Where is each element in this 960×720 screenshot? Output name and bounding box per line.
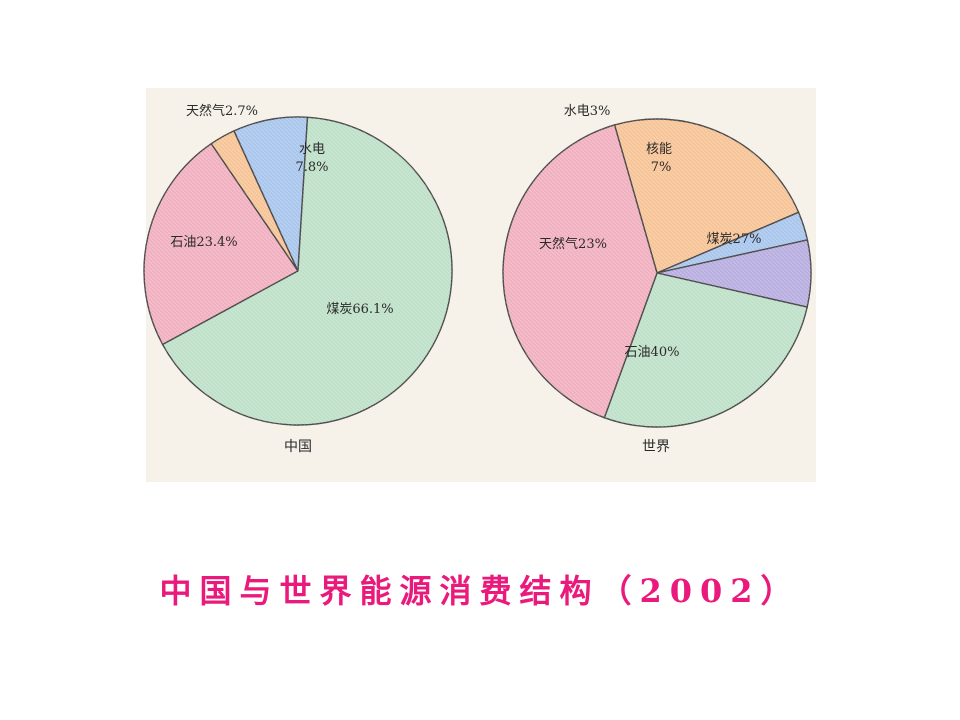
world-caption: 世界: [642, 439, 670, 455]
world-slice-natural-gas-texture: [614, 119, 799, 273]
world-label-gas: 天然气23%: [539, 236, 607, 252]
slide-title: 中国与世界能源消费结构（2002）: [159, 572, 801, 610]
china-slice-hydro-texture: [234, 116, 308, 271]
world-label-nuclear-value: 7%: [651, 160, 672, 175]
world-label-coal: 煤炭27%: [707, 232, 762, 247]
china-label-hydro-value: 7.8%: [295, 160, 328, 175]
china-slice-natural-gas-texture: [211, 130, 298, 271]
world-slice-oil-texture: [503, 124, 657, 418]
world-label-oil: 石油40%: [625, 345, 680, 360]
china-slice-oil-texture: [144, 143, 298, 345]
china-label-coal: 煤炭66.1%: [326, 302, 393, 317]
world-label-nuclear-name: 核能: [646, 142, 672, 157]
china-label-gas: 天然气2.7%: [186, 103, 258, 119]
pie-china: 煤炭66.1% 石油23.4% 天然气2.7% 水电 7.8% 中国: [143, 103, 453, 455]
china-caption: 中国: [284, 439, 312, 455]
world-slice-hydro-texture: [657, 212, 808, 273]
china-slice-coal-texture: [162, 117, 452, 425]
pie-world: 煤炭27% 石油40% 天然气23% 水电3% 核能 7% 世界: [502, 104, 812, 455]
world-slice-coal-texture: [604, 273, 808, 427]
world-label-hydro: 水电3%: [564, 104, 611, 119]
world-slice-nuclear-texture: [657, 239, 811, 308]
china-label-oil: 石油23.4%: [170, 235, 237, 250]
china-label-hydro-name: 水电: [299, 142, 325, 157]
